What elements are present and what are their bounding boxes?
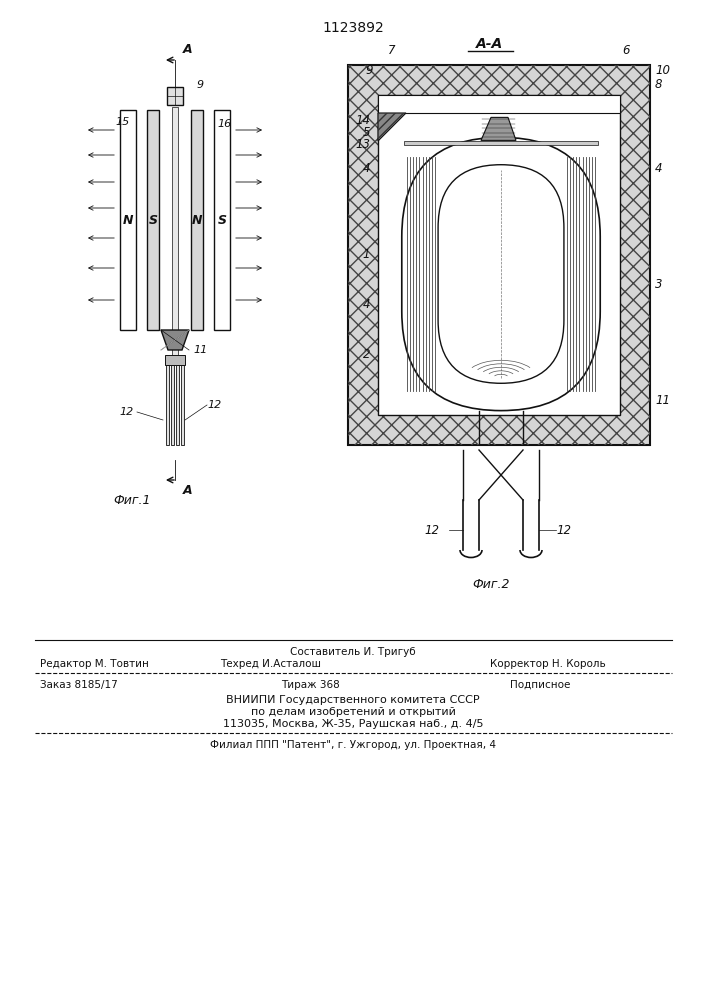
Text: Подписное: Подписное [510, 680, 571, 690]
Text: ВНИИПИ Государственного комитета СССР: ВНИИПИ Государственного комитета СССР [226, 695, 480, 705]
Bar [120, 110, 136, 330]
Text: 113035, Москва, Ж-35, Раушская наб., д. 4/5: 113035, Москва, Ж-35, Раушская наб., д. … [223, 719, 484, 729]
Text: A: A [183, 43, 192, 56]
Bar [170, 365, 173, 445]
Text: Заказ 8185/17: Заказ 8185/17 [40, 680, 118, 690]
Bar [180, 365, 184, 445]
Bar [165, 365, 168, 445]
Bar [378, 95, 620, 415]
Text: A: A [183, 484, 192, 497]
Text: N: N [192, 214, 202, 227]
Text: 12: 12 [424, 524, 439, 536]
Polygon shape [481, 117, 516, 140]
Bar [167, 87, 183, 105]
Text: 5: 5 [363, 126, 370, 139]
Bar [175, 365, 178, 445]
Text: 4: 4 [655, 161, 662, 174]
Bar [191, 110, 203, 330]
Bar [348, 65, 650, 445]
Text: 4: 4 [363, 298, 370, 310]
Text: N: N [123, 214, 133, 227]
Text: 9: 9 [197, 80, 204, 90]
Text: 12: 12 [556, 524, 571, 536]
Text: Филиал ППП "Патент", г. Ужгород, ул. Проектная, 4: Филиал ППП "Патент", г. Ужгород, ул. Про… [210, 740, 496, 750]
Bar [147, 110, 159, 330]
Text: Составитель И. Тригуб: Составитель И. Тригуб [290, 647, 416, 657]
Text: 2: 2 [363, 349, 370, 361]
Text: 1: 1 [363, 247, 370, 260]
Text: 15: 15 [116, 117, 130, 127]
FancyBboxPatch shape [438, 165, 564, 383]
Text: по делам изобретений и открытий: по делам изобретений и открытий [250, 707, 455, 717]
Text: 1123892: 1123892 [322, 21, 384, 35]
Bar [348, 65, 650, 445]
Text: 16: 16 [217, 119, 231, 129]
Text: 4: 4 [363, 161, 370, 174]
Text: 7: 7 [388, 44, 395, 57]
Polygon shape [378, 113, 406, 141]
Text: 10: 10 [655, 64, 670, 77]
Bar [404, 141, 598, 145]
Text: Фиг.2: Фиг.2 [472, 578, 510, 591]
Text: 6: 6 [622, 44, 629, 57]
Text: А-А: А-А [477, 37, 503, 51]
Text: Фиг.1: Фиг.1 [113, 493, 151, 506]
Text: 12: 12 [207, 400, 221, 410]
Text: 13: 13 [355, 138, 370, 151]
Text: 12: 12 [120, 407, 134, 417]
Bar [214, 110, 230, 330]
Bar [378, 95, 620, 113]
Text: 9: 9 [366, 64, 373, 77]
Text: 11: 11 [655, 393, 670, 406]
Polygon shape [161, 330, 189, 350]
Bar [172, 107, 178, 360]
Text: Редактор М. Товтин: Редактор М. Товтин [40, 659, 149, 669]
Text: 3: 3 [655, 277, 662, 290]
Text: S: S [218, 214, 226, 227]
Text: 11: 11 [193, 345, 207, 355]
Text: Техред И.Асталош: Техред И.Асталош [220, 659, 321, 669]
Text: Тираж 368: Тираж 368 [281, 680, 339, 690]
Bar [165, 355, 185, 365]
Text: 14: 14 [355, 114, 370, 127]
Text: S: S [148, 214, 158, 227]
FancyBboxPatch shape [402, 137, 600, 411]
Text: Корректор Н. Король: Корректор Н. Король [490, 659, 606, 669]
Text: 8: 8 [655, 79, 662, 92]
